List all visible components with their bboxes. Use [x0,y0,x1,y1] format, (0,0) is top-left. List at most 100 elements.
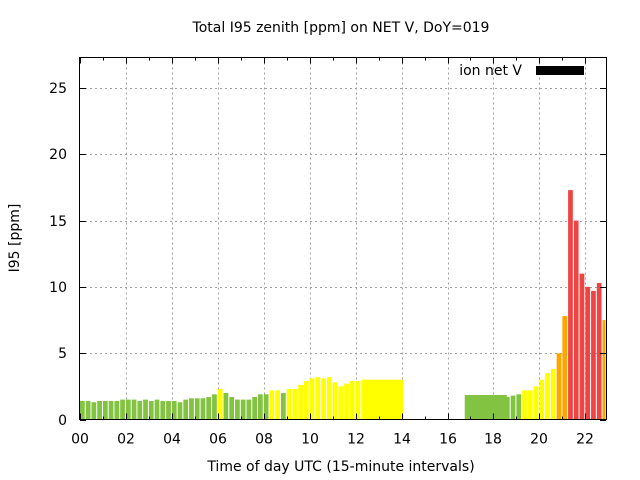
legend-label: ion net V [459,63,522,79]
grid [80,57,606,420]
bar [148,400,154,420]
bar [120,399,125,420]
bar [235,399,240,420]
bar [171,400,177,420]
bar [550,369,556,420]
x-tick-label: 10 [301,432,319,448]
bar [573,220,579,420]
bar [579,273,585,420]
bar [349,381,355,420]
bar [280,392,286,420]
bar [292,389,298,420]
chart-title: Total I95 zenith [ppm] on NET V, DoY=019 [192,20,490,36]
bar [108,400,114,420]
bar [303,381,309,420]
bar [539,379,545,420]
bar [258,394,263,420]
bar [562,316,568,420]
bar [154,399,160,420]
y-tick-labels: 0 5 10 15 20 25 [49,81,67,429]
bar [361,379,404,420]
x-tick-label: 04 [163,432,181,448]
x-tick-label: 12 [347,432,365,448]
legend-swatch [536,66,584,75]
bar [177,402,183,420]
x-tick-label: 16 [439,432,457,448]
y-tick-label: 0 [58,413,67,429]
bar [568,190,573,420]
x-axis-label: Time of day UTC (15-minute intervals) [206,459,474,475]
bar [596,282,602,420]
bar [338,386,344,420]
y-tick-label: 10 [49,280,67,296]
bar [275,390,280,420]
bar [137,400,143,420]
x-tick-label: 14 [393,432,411,448]
x-tick-label: 22 [576,432,594,448]
bar [545,373,550,420]
plot-frame [79,57,607,420]
bar [591,290,596,420]
bar [585,286,591,420]
bar [229,396,235,420]
bar [263,394,269,420]
bar [332,382,338,420]
bar [194,398,200,420]
bar [252,396,258,420]
x-tick-label: 02 [117,432,135,448]
bar [527,390,533,420]
bar [286,389,292,420]
bar [326,377,332,420]
legend: ion net V [459,63,584,79]
y-tick-label: 15 [49,214,67,230]
bar [160,400,166,420]
bar [85,400,91,420]
bar [206,396,212,420]
bar [131,399,137,420]
bar [315,377,321,420]
bar [344,383,349,420]
bar [183,399,189,420]
bar [114,400,120,420]
x-tick-label: 08 [255,432,273,448]
y-axis-label: I95 [ppm] [7,204,23,273]
x-tick-label: 18 [484,432,502,448]
bar [309,378,315,420]
y-tick-label: 20 [49,147,67,163]
bar [143,399,148,420]
bar [522,390,527,420]
bar [189,398,194,420]
y-tick-label: 25 [49,81,67,97]
bar [246,399,252,420]
y-tick-label: 5 [58,346,67,362]
x-tick-label: 20 [530,432,548,448]
bar [91,402,97,420]
bar [125,399,131,420]
bar [510,395,516,420]
x-tick-label: 06 [209,432,227,448]
bar [504,396,510,420]
bar [533,386,539,420]
bar [97,400,102,420]
bar [200,398,206,420]
bar [321,378,326,420]
bar [602,320,606,420]
bars [80,190,606,420]
bar [80,400,85,420]
bar [355,381,361,420]
bar [212,394,217,420]
bar [102,400,108,420]
bar [464,394,507,420]
x-tick-labels: 00 02 04 06 08 10 12 14 16 18 20 22 [71,432,594,448]
bar [217,389,223,420]
ticks [80,57,606,421]
bar [298,385,303,420]
bar [166,400,171,420]
bar [269,390,275,420]
bar [556,353,562,420]
bar [516,394,522,420]
bar [223,392,229,420]
x-tick-label: 00 [71,432,89,448]
bar [240,399,246,420]
